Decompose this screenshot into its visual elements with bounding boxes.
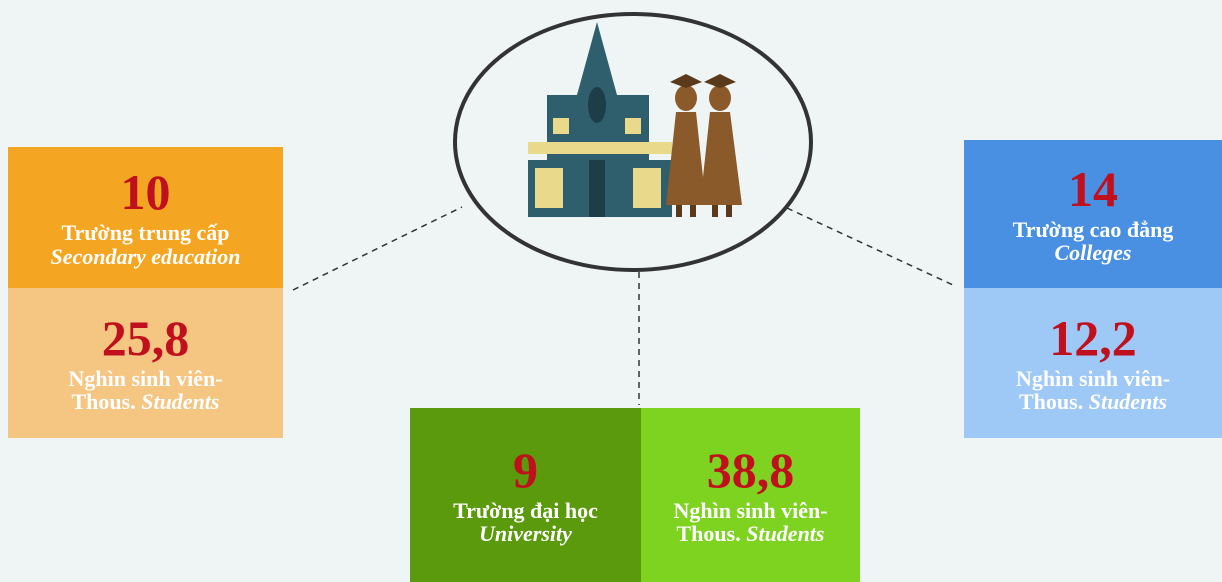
students: 38,8 bbox=[707, 445, 795, 495]
unit: Nghìn sinh viên- bbox=[673, 499, 827, 522]
unit-en-line: Thous. Students bbox=[677, 522, 825, 545]
students: 12,2 bbox=[1049, 313, 1137, 363]
type-label: Trường cao đẳng bbox=[1013, 218, 1174, 241]
colleges-count-box: 14 Trường cao đẳng Colleges bbox=[964, 140, 1222, 288]
type-label: Trường đại học bbox=[453, 499, 598, 522]
count: 10 bbox=[121, 167, 171, 217]
type-label: Trường trung cấp bbox=[62, 221, 230, 244]
unit-en-line: Thous. Students bbox=[72, 390, 220, 413]
type-label-en: University bbox=[479, 522, 572, 545]
count: 9 bbox=[513, 445, 538, 495]
secondary-count-box: 10 Trường trung cấp Secondary education bbox=[8, 147, 283, 288]
secondary-students-box: 25,8 Nghìn sinh viên- Thous. Students bbox=[8, 288, 283, 438]
connector bbox=[293, 207, 462, 290]
type-label-en: Colleges bbox=[1055, 241, 1132, 264]
unit-students: Students bbox=[746, 521, 824, 546]
unit: Nghìn sinh viên- bbox=[68, 367, 222, 390]
unit-en: Thous. bbox=[72, 389, 136, 414]
unit-en-line: Thous. Students bbox=[1019, 390, 1167, 413]
unit-students: Students bbox=[141, 389, 219, 414]
unit-en: Thous. bbox=[677, 521, 741, 546]
type-label-en: Secondary education bbox=[50, 245, 240, 268]
page: 10 Trường trung cấp Secondary education … bbox=[0, 0, 1222, 582]
students: 25,8 bbox=[102, 313, 190, 363]
connector bbox=[787, 208, 953, 285]
university-students-box: 38,8 Nghìn sinh viên- Thous. Students bbox=[641, 408, 860, 582]
colleges-students-box: 12,2 Nghìn sinh viên- Thous. Students bbox=[964, 288, 1222, 438]
unit-en: Thous. bbox=[1019, 389, 1083, 414]
university-count-box: 9 Trường đại học University bbox=[410, 408, 641, 582]
unit: Nghìn sinh viên- bbox=[1016, 367, 1170, 390]
count: 14 bbox=[1068, 164, 1118, 214]
unit-students: Students bbox=[1089, 389, 1167, 414]
